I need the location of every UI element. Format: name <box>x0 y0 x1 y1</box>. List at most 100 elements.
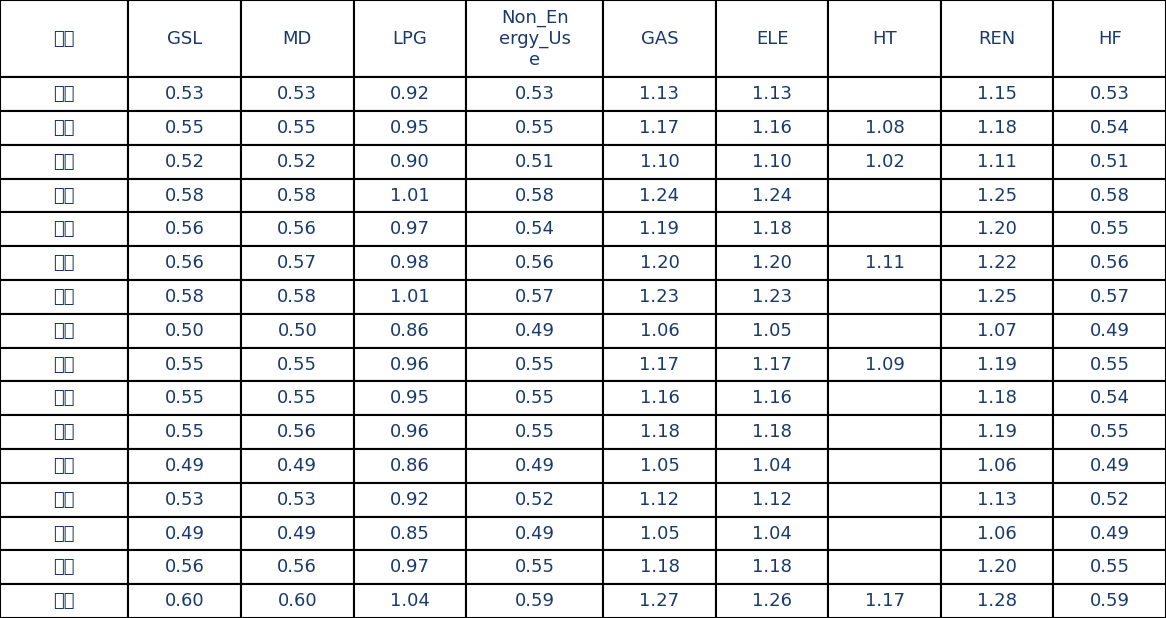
Bar <box>466 280 603 314</box>
Bar <box>941 381 1053 415</box>
Bar <box>1053 246 1166 280</box>
Bar <box>716 517 828 551</box>
Text: 0.57: 0.57 <box>514 288 555 306</box>
Text: 0.56: 0.56 <box>514 254 555 272</box>
Bar <box>603 415 716 449</box>
Bar <box>128 111 241 145</box>
Bar <box>1053 551 1166 584</box>
Text: 1.20: 1.20 <box>752 254 792 272</box>
Bar <box>353 0 466 77</box>
Text: 1.24: 1.24 <box>639 187 680 205</box>
Bar <box>128 314 241 347</box>
Bar <box>1053 111 1166 145</box>
Bar <box>828 551 941 584</box>
Bar <box>466 0 603 77</box>
Bar <box>466 381 603 415</box>
Text: 울산: 울산 <box>54 389 75 407</box>
Text: 0.56: 0.56 <box>164 558 205 577</box>
Bar <box>466 347 603 381</box>
Bar <box>0 213 128 246</box>
Text: 0.49: 0.49 <box>514 525 555 543</box>
Text: 1.04: 1.04 <box>389 592 430 610</box>
Text: 0.59: 0.59 <box>514 592 555 610</box>
Bar <box>241 415 353 449</box>
Bar <box>353 551 466 584</box>
Bar <box>941 551 1053 584</box>
Bar <box>1053 415 1166 449</box>
Text: 0.52: 0.52 <box>1090 491 1130 509</box>
Bar <box>716 213 828 246</box>
Bar <box>941 584 1053 618</box>
Text: 부산: 부산 <box>54 322 75 340</box>
Text: 1.13: 1.13 <box>752 85 792 103</box>
Text: 0.98: 0.98 <box>389 254 430 272</box>
Text: 0.52: 0.52 <box>514 491 555 509</box>
Text: 1.23: 1.23 <box>639 288 680 306</box>
Bar <box>0 551 128 584</box>
Bar <box>828 145 941 179</box>
Bar <box>828 517 941 551</box>
Text: 1.01: 1.01 <box>389 288 430 306</box>
Text: 1.24: 1.24 <box>752 187 792 205</box>
Text: 1.04: 1.04 <box>752 457 792 475</box>
Bar <box>128 246 241 280</box>
Bar <box>466 179 603 213</box>
Bar <box>828 213 941 246</box>
Text: 0.50: 0.50 <box>164 322 204 340</box>
Text: 0.96: 0.96 <box>389 355 430 373</box>
Bar <box>353 111 466 145</box>
Text: 0.58: 0.58 <box>278 288 317 306</box>
Text: 1.05: 1.05 <box>639 457 680 475</box>
Text: 1.18: 1.18 <box>977 389 1017 407</box>
Text: 0.49: 0.49 <box>1090 457 1130 475</box>
Text: 1.18: 1.18 <box>752 423 792 441</box>
Text: 0.95: 0.95 <box>389 119 430 137</box>
Text: 0.53: 0.53 <box>278 491 317 509</box>
Text: 0.49: 0.49 <box>164 457 205 475</box>
Bar <box>241 517 353 551</box>
Text: 0.54: 0.54 <box>1090 119 1130 137</box>
Bar <box>128 347 241 381</box>
Bar <box>716 347 828 381</box>
Text: 0.86: 0.86 <box>389 457 430 475</box>
Text: 1.08: 1.08 <box>865 119 905 137</box>
Bar <box>941 213 1053 246</box>
Bar <box>0 280 128 314</box>
Bar <box>0 111 128 145</box>
Bar <box>603 584 716 618</box>
Bar <box>603 145 716 179</box>
Bar <box>828 246 941 280</box>
Text: 0.60: 0.60 <box>278 592 317 610</box>
Bar <box>603 517 716 551</box>
Text: 0.49: 0.49 <box>278 525 317 543</box>
Text: 0.57: 0.57 <box>278 254 317 272</box>
Text: Non_En
ergy_Us
e: Non_En ergy_Us e <box>499 9 570 69</box>
Bar <box>128 0 241 77</box>
Text: 1.07: 1.07 <box>977 322 1017 340</box>
Bar <box>466 449 603 483</box>
Text: 1.17: 1.17 <box>639 119 680 137</box>
Bar <box>128 415 241 449</box>
Text: 0.58: 0.58 <box>514 187 555 205</box>
Text: 경남: 경남 <box>54 153 75 171</box>
Bar <box>0 517 128 551</box>
Bar <box>941 483 1053 517</box>
Bar <box>241 111 353 145</box>
Text: 0.50: 0.50 <box>278 322 317 340</box>
Text: 0.58: 0.58 <box>278 187 317 205</box>
Bar <box>466 77 603 111</box>
Bar <box>1053 517 1166 551</box>
Bar <box>466 415 603 449</box>
Text: 0.55: 0.55 <box>1090 423 1130 441</box>
Bar <box>0 381 128 415</box>
Bar <box>716 483 828 517</box>
Text: ELE: ELE <box>756 30 788 48</box>
Text: 0.55: 0.55 <box>164 389 205 407</box>
Bar <box>128 584 241 618</box>
Bar <box>603 280 716 314</box>
Text: 0.55: 0.55 <box>514 558 555 577</box>
Bar <box>1053 347 1166 381</box>
Text: LPG: LPG <box>393 30 427 48</box>
Text: 전남: 전남 <box>54 457 75 475</box>
Text: 0.53: 0.53 <box>514 85 555 103</box>
